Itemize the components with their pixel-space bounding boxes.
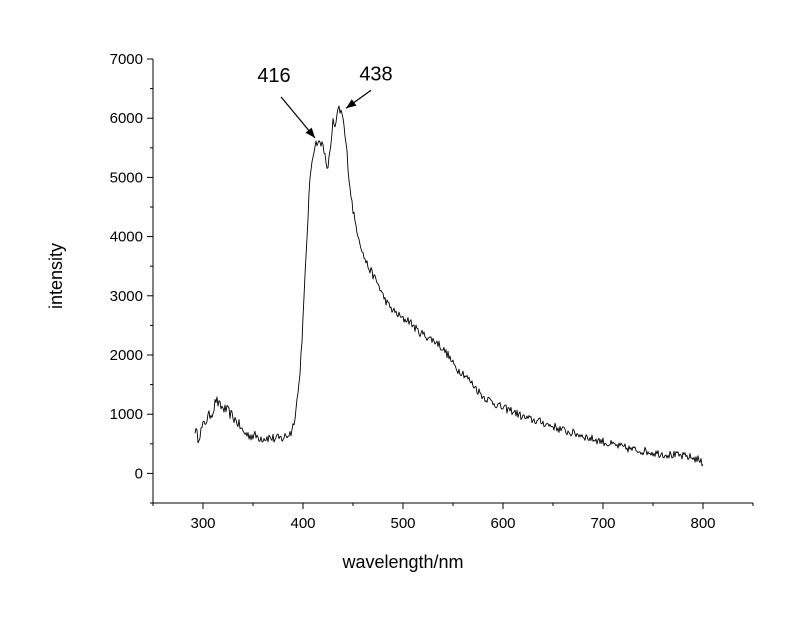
y-tick-label: 4000	[110, 229, 143, 246]
y-tick-label: 6000	[110, 110, 143, 127]
x-axis-title: wavelength/nm	[341, 552, 463, 572]
x-ticks: 300 400 500 600 700 800	[152, 503, 754, 532]
y-tick-label: 7000	[110, 51, 143, 68]
intensity-series-line	[194, 105, 704, 467]
x-tick-label: 800	[690, 515, 715, 532]
peak-label-416: 416	[257, 65, 290, 87]
plot-axes	[152, 59, 753, 504]
y-tick-label: 3000	[110, 288, 143, 305]
y-tick-label: 1000	[110, 406, 143, 423]
y-ticks: 0 1000 2000 3000 4000 5000 6000 7000	[110, 51, 153, 504]
x-tick-label: 500	[390, 515, 415, 532]
x-tick-label: 700	[590, 515, 615, 532]
y-axis-title: intensity	[46, 243, 66, 309]
peak-arrow-head	[305, 127, 315, 138]
y-tick-label: 5000	[110, 169, 143, 186]
y-tick-label: 0	[135, 465, 143, 482]
peak-annotations: 416 438	[257, 63, 393, 139]
peak-arrow-head	[346, 99, 357, 109]
x-tick-label: 600	[490, 515, 515, 532]
y-tick-label: 2000	[110, 347, 143, 364]
x-tick-label: 400	[290, 515, 315, 532]
peak-label-438: 438	[359, 63, 392, 85]
x-tick-label: 300	[190, 515, 215, 532]
